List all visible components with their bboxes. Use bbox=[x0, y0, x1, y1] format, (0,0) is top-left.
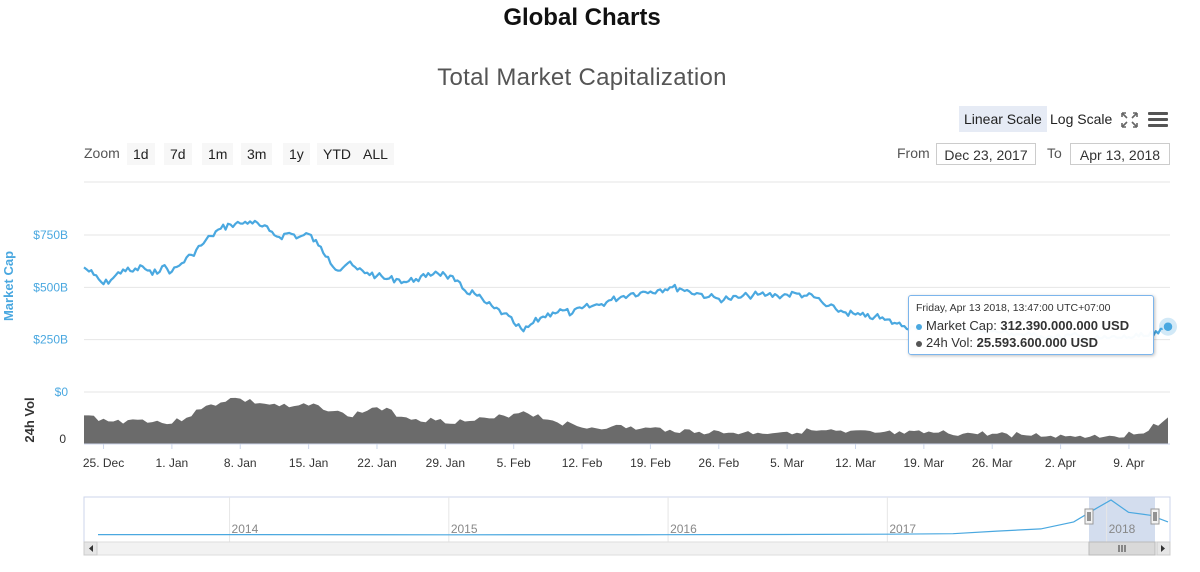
market-cap-dot-icon bbox=[916, 323, 922, 330]
navigator-tick-label: 2018 bbox=[1109, 522, 1136, 536]
to-date-input[interactable]: Apr 13, 2018 bbox=[1070, 143, 1170, 165]
scrollbar[interactable] bbox=[83, 541, 1171, 556]
x-tick-label: 19. Feb bbox=[630, 456, 671, 470]
tooltip-date: Friday, Apr 13 2018, 13:47:00 UTC+07:00 bbox=[916, 302, 1111, 314]
from-date-input[interactable]: Dec 23, 2017 bbox=[936, 143, 1036, 165]
volume-dot-icon bbox=[916, 340, 922, 347]
navigator-series-line bbox=[98, 499, 1169, 536]
navigator-tick-label: 2016 bbox=[670, 522, 697, 536]
market-cap-axis-label: Market Cap bbox=[1, 251, 16, 321]
x-tick-label: 5. Feb bbox=[497, 456, 531, 470]
volume-series-area[interactable] bbox=[84, 397, 1168, 444]
navigator-tick-label: 2017 bbox=[889, 522, 916, 536]
navigator-tick-label: 2014 bbox=[232, 522, 259, 536]
tooltip-market-cap-value: 312.390.000.000 USD bbox=[1000, 318, 1130, 333]
x-tick-label: 26. Mar bbox=[972, 456, 1013, 470]
x-tick-label: 22. Jan bbox=[357, 456, 396, 470]
scrollbar-right-arrow[interactable] bbox=[1156, 541, 1171, 556]
x-tick-label: 26. Feb bbox=[698, 456, 739, 470]
market-cap-y-tick-label: $250B bbox=[33, 333, 68, 347]
zoom-7d-button[interactable]: 7d bbox=[164, 143, 192, 165]
zoom-all-button[interactable]: ALL bbox=[357, 143, 394, 165]
tooltip-market-cap-row: Market Cap: 312.390.000.000 USD bbox=[916, 317, 1146, 334]
menu-icon[interactable] bbox=[1148, 112, 1168, 127]
tooltip-volume-value: 25.593.600.000 USD bbox=[976, 335, 1099, 350]
x-tick-label: 12. Feb bbox=[562, 456, 603, 470]
x-tick-label: 25. Dec bbox=[83, 456, 124, 470]
hover-point-halo bbox=[1159, 317, 1177, 336]
navigator-right-handle[interactable] bbox=[1150, 508, 1160, 525]
x-tick-label: 12. Mar bbox=[835, 456, 876, 470]
zoom-1y-button[interactable]: 1y bbox=[283, 143, 310, 165]
chart-title: Total Market Capitalization bbox=[437, 64, 727, 91]
navigator-left-handle[interactable] bbox=[1084, 508, 1094, 525]
market-cap-y-tick-label: $750B bbox=[33, 228, 68, 242]
scrollbar-left-arrow[interactable] bbox=[83, 541, 98, 556]
to-label: To bbox=[1047, 145, 1062, 161]
zoom-1m-button[interactable]: 1m bbox=[202, 143, 234, 165]
volume-axis-label: 24h Vol bbox=[22, 397, 37, 442]
tooltip: Friday, Apr 13 2018, 13:47:00 UTC+07:00 … bbox=[908, 295, 1154, 355]
x-tick-label: 2. Apr bbox=[1045, 456, 1076, 470]
zoom-label: Zoom bbox=[84, 145, 120, 161]
market-cap-y-tick-label: $500B bbox=[33, 280, 68, 294]
navigator-ticks: 2014 2015 2016 2017 2018 bbox=[229, 497, 1136, 542]
linear-scale-button[interactable]: Linear Scale bbox=[959, 106, 1047, 132]
page-title: Global Charts bbox=[503, 4, 661, 31]
x-axis-ticks: 25. Dec 1. Jan 8. Jan 15. Jan 22. Jan 29. Jan… bbox=[83, 444, 1145, 470]
from-label: From bbox=[897, 145, 930, 161]
market-cap-y-ticks: $0 $250B $500B $750B bbox=[33, 228, 68, 399]
zoom-ytd-button[interactable]: YTD bbox=[317, 143, 357, 165]
navigator-selection[interactable] bbox=[1089, 497, 1155, 542]
tooltip-volume-label: 24h Vol: bbox=[926, 335, 977, 350]
zoom-1d-button[interactable]: 1d bbox=[127, 143, 155, 165]
x-tick-label: 1. Jan bbox=[156, 456, 189, 470]
tooltip-volume-row: 24h Vol: 25.593.600.000 USD bbox=[916, 334, 1146, 351]
x-tick-label: 5. Mar bbox=[770, 456, 804, 470]
tooltip-market-cap-label: Market Cap: bbox=[926, 318, 1001, 333]
market-cap-y-tick-label: $0 bbox=[55, 385, 69, 399]
zoom-3m-button[interactable]: 3m bbox=[241, 143, 273, 165]
x-tick-label: 15. Jan bbox=[289, 456, 328, 470]
hover-point-marker bbox=[1162, 320, 1174, 333]
navigator-tick-label: 2015 bbox=[451, 522, 478, 536]
gridlines bbox=[84, 181, 1170, 393]
fullscreen-icon[interactable] bbox=[1121, 112, 1138, 128]
log-scale-button[interactable]: Log Scale bbox=[1050, 111, 1113, 127]
x-tick-label: 29. Jan bbox=[426, 456, 465, 470]
volume-y-tick: 0 bbox=[59, 432, 66, 446]
x-tick-label: 19. Mar bbox=[904, 456, 945, 470]
x-tick-label: 9. Apr bbox=[1113, 456, 1144, 470]
x-tick-label: 8. Jan bbox=[224, 456, 257, 470]
